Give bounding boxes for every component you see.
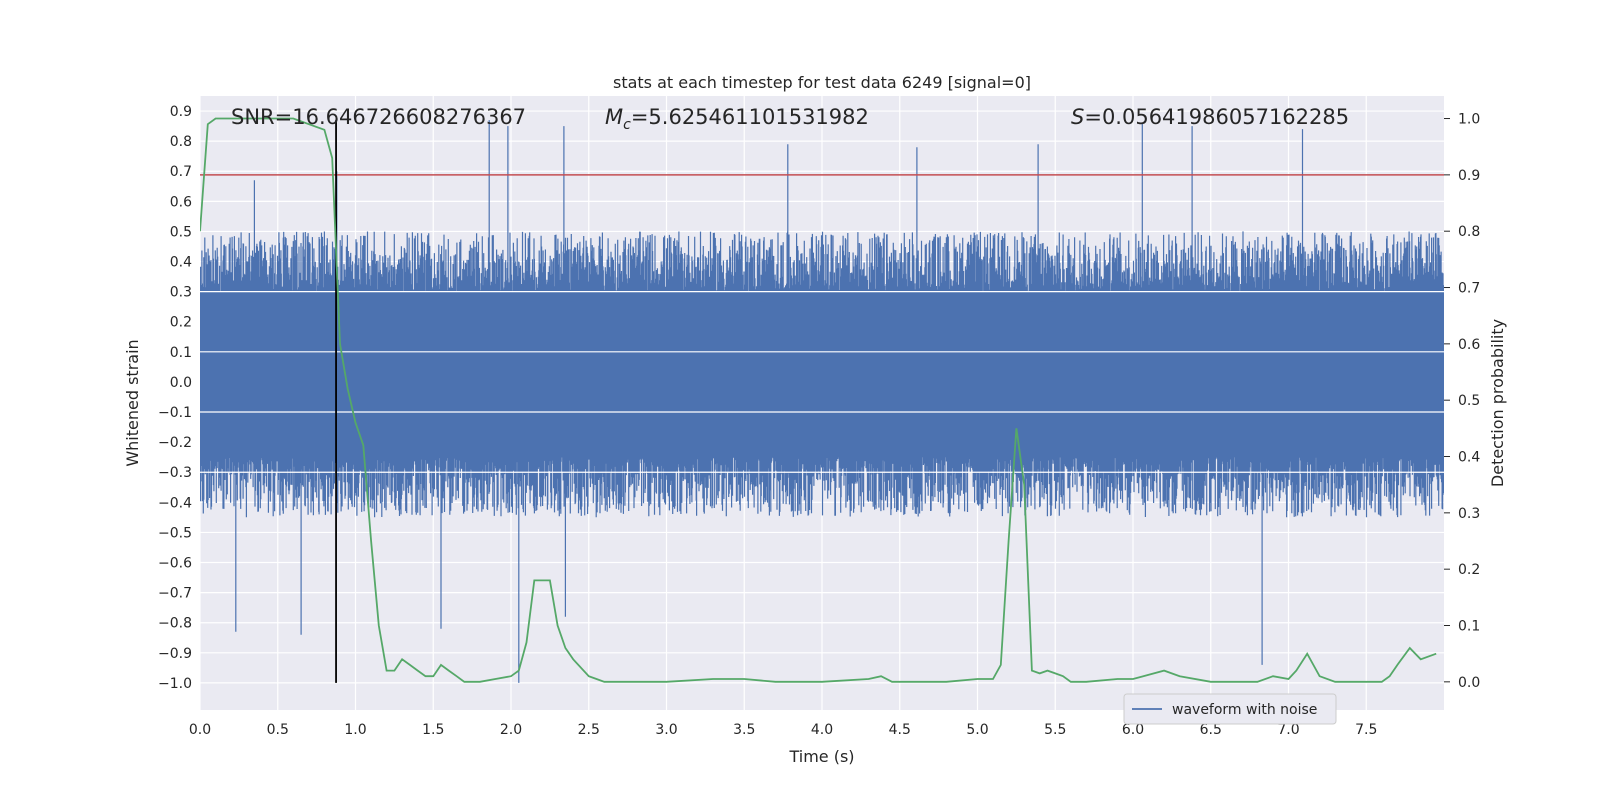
y-tick-label-left: 0.7 [170, 164, 192, 180]
x-ticks: 0.0 0.5 1.0 1.5 2.0 2.5 3.0 3.5 4.0 4.5 5.0 5.5 6.0 6… [189, 722, 1378, 738]
legend: waveform with noise [1123, 693, 1337, 725]
y-tick-label-right: 0.1 [1458, 619, 1480, 635]
waveform-trace [200, 120, 1444, 683]
y-tick-label-right: 0.5 [1458, 393, 1480, 409]
y-tick-label-right: 0.0 [1458, 675, 1480, 691]
y-tick-label-left: −0.5 [158, 525, 192, 541]
y-tick-label-right: 0.3 [1458, 506, 1480, 522]
y-axis-label-right: Detection probability [1488, 319, 1507, 487]
x-tick-label: 4.5 [889, 722, 911, 738]
x-tick-label: 2.0 [500, 722, 522, 738]
y-tick-label-left: −1.0 [158, 676, 192, 692]
series-detection-probability [200, 117, 1437, 683]
y-tick-label-right: 0.2 [1458, 562, 1480, 578]
y-tick-label-left: 0.5 [170, 224, 192, 240]
y-tick-label-left: −0.1 [158, 405, 192, 421]
mc-symbol: M [605, 105, 623, 129]
x-tick-label: 3.0 [655, 722, 677, 738]
x-tick-label: 4.0 [811, 722, 833, 738]
snr-annotation: SNR=16.646726608276367 [231, 105, 526, 129]
x-tick-label: 0.5 [267, 722, 289, 738]
y-tick-label-right: 0.7 [1458, 281, 1480, 297]
x-tick-label: 2.5 [578, 722, 600, 738]
x-tick-label: 0.0 [189, 722, 211, 738]
x-tick-label: 5.0 [966, 722, 988, 738]
y-tick-label-left: 0.6 [170, 194, 192, 210]
y-tick-label-right: 1.0 [1458, 112, 1480, 128]
mc-subscript: c [623, 117, 631, 133]
y-tick-label-left: 0.4 [170, 255, 192, 271]
y-tick-label-left: 0.1 [170, 345, 192, 361]
x-tick-label: 5.5 [1044, 722, 1066, 738]
y-axis-label-left: Whitened strain [123, 339, 142, 466]
x-tick-label: 1.5 [422, 722, 444, 738]
x-tick-label: 7.0 [1277, 722, 1299, 738]
y-ticks-left: 0.9 0.8 0.7 0.6 0.5 0.4 0.3 0.2 0.1 0.0 −0.1 −0.2 −0… [158, 104, 192, 692]
s-annotation: S=0.05641986057162285 [1071, 105, 1349, 129]
y-tick-label-left: −0.3 [158, 465, 192, 481]
y-tick-label-left: 0.9 [170, 104, 192, 120]
x-tick-label: 6.5 [1200, 722, 1222, 738]
x-tick-label: 3.5 [733, 722, 755, 738]
y-ticks-right: 1.0 0.9 0.8 0.7 0.6 0.5 0.4 0.3 0.2 0.1 0.0 [1444, 112, 1480, 691]
y-tick-label-left: 0.2 [170, 315, 192, 331]
y-tick-label-left: −0.7 [158, 586, 192, 602]
y-tick-label-right: 0.4 [1458, 450, 1480, 466]
legend-label: waveform with noise [1172, 702, 1317, 718]
y-tick-label-left: −0.6 [158, 556, 192, 572]
y-tick-label-left: −0.9 [158, 646, 192, 662]
series-waveform-with-noise [200, 120, 1444, 683]
y-tick-label-left: 0.3 [170, 285, 192, 301]
chart-title: stats at each timestep for test data 624… [613, 73, 1031, 92]
x-axis-label: Time (s) [788, 747, 854, 766]
s-symbol: S [1071, 105, 1084, 129]
y-tick-label-left: −0.8 [158, 616, 192, 632]
x-tick-label: 1.0 [344, 722, 366, 738]
y-tick-label-right: 0.8 [1458, 224, 1480, 240]
y-tick-label-left: 0.8 [170, 134, 192, 150]
y-tick-label-left: −0.2 [158, 435, 192, 451]
legend-box [1123, 693, 1337, 725]
y-tick-label-right: 0.9 [1458, 168, 1480, 184]
x-tick-label: 7.5 [1355, 722, 1377, 738]
series-layer [200, 117, 1444, 683]
y-tick-label-left: −0.4 [158, 495, 192, 511]
mc-value: =5.625461101531982 [631, 105, 869, 129]
s-value: =0.05641986057162285 [1084, 105, 1349, 129]
y-tick-label-left: 0.0 [170, 375, 192, 391]
mc-annotation: Mc=5.625461101531982 [605, 105, 869, 133]
x-tick-label: 6.0 [1122, 722, 1144, 738]
y-tick-label-right: 0.6 [1458, 337, 1480, 353]
